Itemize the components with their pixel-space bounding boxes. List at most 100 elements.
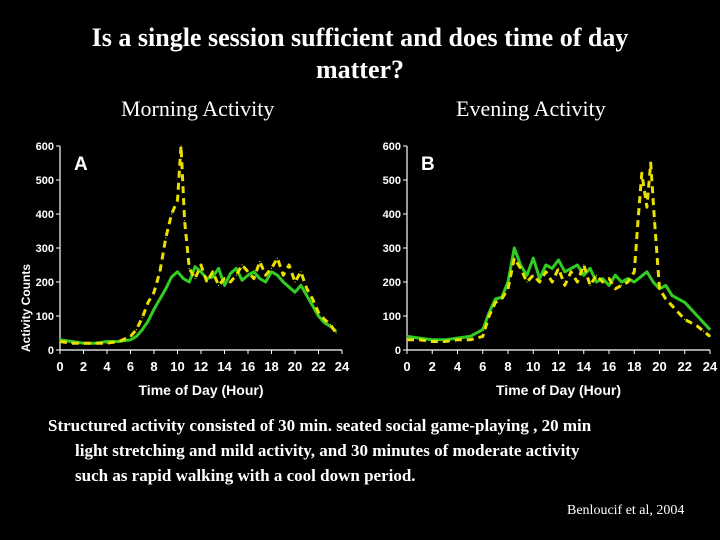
- series-green-point: [709, 329, 711, 331]
- series-green-point: [129, 339, 132, 341]
- series-yellow-point: [282, 274, 284, 276]
- y-tick-label: 100: [36, 311, 54, 323]
- caption-line-1: Structured activity consisted of 30 min.…: [48, 416, 592, 435]
- series-yellow-point: [589, 284, 591, 286]
- series-yellow-point: [312, 298, 314, 300]
- series-green-line: [406, 246, 712, 342]
- y-tick-label: 200: [36, 277, 54, 289]
- series-green-point: [300, 284, 302, 286]
- series-yellow-point: [265, 274, 267, 276]
- panel-letter: B: [421, 154, 435, 175]
- series-green-point: [294, 291, 296, 293]
- series-yellow-point: [564, 284, 566, 286]
- x-tick-label: 2: [80, 359, 87, 374]
- series-yellow-point: [444, 340, 446, 343]
- series-yellow-point: [507, 288, 509, 290]
- slide-title: Is a single session sufficient and does …: [40, 22, 680, 86]
- series-yellow-point: [329, 323, 331, 326]
- series-yellow-point: [671, 305, 673, 307]
- series-yellow-point: [608, 278, 610, 280]
- x-tick-label: 4: [454, 359, 462, 374]
- series-yellow-point: [653, 220, 656, 222]
- series-yellow-point: [539, 281, 541, 283]
- citation: Benloucif et al, 2004: [567, 503, 685, 518]
- series-yellow-point: [532, 274, 534, 276]
- series-green-point: [640, 276, 642, 278]
- series-yellow-point: [59, 340, 61, 343]
- series-green-point: [532, 257, 534, 259]
- x-tick-label: 2: [429, 359, 436, 374]
- y-tick-label: 0: [48, 345, 54, 357]
- series-yellow-point: [270, 267, 273, 269]
- series-yellow-point: [684, 318, 686, 320]
- series-green-point: [583, 274, 585, 276]
- x-tick-label: 22: [678, 359, 692, 374]
- x-tick-label: 14: [577, 359, 592, 374]
- series-green-point: [147, 320, 149, 322]
- series-yellow-point: [241, 264, 243, 266]
- series-yellow-line: [59, 144, 338, 345]
- series-green-point: [229, 272, 231, 275]
- series-yellow-point: [641, 172, 643, 174]
- series-yellow-point: [184, 220, 186, 222]
- series-yellow-point: [135, 329, 137, 331]
- x-axis-label: Time of Day (Hour): [496, 382, 621, 398]
- y-tick-label: 0: [395, 345, 401, 357]
- series-green-line: [59, 265, 338, 345]
- x-tick-label: 6: [127, 359, 134, 374]
- series-yellow-point: [118, 340, 120, 343]
- series-green-point: [312, 305, 314, 307]
- series-green-point: [223, 284, 226, 286]
- series-yellow-point: [259, 261, 261, 263]
- series-green-point: [703, 322, 705, 324]
- series-yellow-point: [153, 291, 155, 293]
- series-green-point: [276, 274, 278, 276]
- series-yellow-point: [551, 281, 553, 283]
- series-green-point: [176, 271, 179, 273]
- series-yellow-point: [94, 342, 96, 344]
- series-green-point: [265, 281, 267, 283]
- series-yellow-point: [71, 342, 73, 344]
- series-green-point: [545, 264, 547, 266]
- x-tick-label: 14: [217, 359, 232, 374]
- series-green-point: [696, 315, 698, 317]
- series-green-point: [557, 259, 560, 261]
- series-yellow-point: [583, 264, 585, 266]
- y-tick-label: 500: [383, 175, 401, 187]
- series-green-point: [212, 276, 214, 278]
- series-yellow-point: [494, 301, 496, 303]
- series-green-point: [551, 267, 553, 269]
- y-tick-label: 400: [383, 209, 401, 221]
- series-yellow-point: [482, 335, 484, 337]
- series-yellow-point: [614, 288, 616, 290]
- series-yellow-point: [526, 281, 528, 283]
- series-yellow-point: [235, 274, 237, 276]
- x-tick-label: 8: [504, 359, 511, 374]
- x-tick-label: 16: [602, 359, 616, 374]
- series-yellow-point: [206, 281, 208, 283]
- series-yellow-point: [709, 335, 711, 337]
- series-yellow-point: [247, 271, 249, 273]
- series-yellow-point: [602, 281, 604, 283]
- series-yellow-point: [223, 278, 226, 280]
- title-line-2: matter?: [315, 55, 405, 84]
- x-tick-label: 0: [56, 359, 63, 374]
- series-yellow-point: [419, 339, 421, 341]
- series-yellow-point: [171, 213, 173, 215]
- series-yellow-point: [557, 267, 560, 269]
- series-yellow-point: [431, 340, 433, 343]
- series-green-point: [106, 340, 108, 343]
- x-tick-label: 22: [311, 359, 325, 374]
- x-tick-label: 10: [526, 359, 540, 374]
- y-tick-label: 400: [36, 209, 54, 221]
- series-green-point: [253, 271, 255, 273]
- series-green-point: [652, 281, 654, 283]
- series-green-point: [159, 298, 161, 300]
- series-yellow-point: [300, 271, 302, 273]
- series-yellow-point: [229, 281, 231, 283]
- series-yellow-point: [658, 288, 661, 290]
- series-green-point: [218, 267, 220, 269]
